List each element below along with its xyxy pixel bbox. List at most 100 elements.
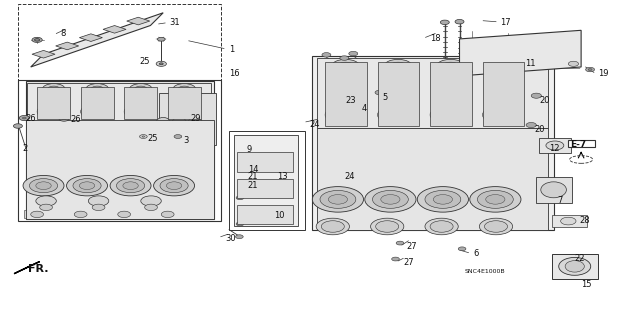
Text: 26: 26 <box>26 114 36 122</box>
Circle shape <box>384 59 412 73</box>
Ellipse shape <box>81 106 96 117</box>
Polygon shape <box>460 30 581 76</box>
Circle shape <box>252 208 278 221</box>
Circle shape <box>353 100 362 105</box>
Text: 31: 31 <box>170 19 180 27</box>
Bar <box>317 128 548 230</box>
Circle shape <box>141 196 161 206</box>
Ellipse shape <box>559 257 591 275</box>
Circle shape <box>174 135 182 138</box>
Circle shape <box>236 196 244 200</box>
Ellipse shape <box>504 108 523 122</box>
Polygon shape <box>31 13 163 67</box>
Circle shape <box>372 190 408 208</box>
Circle shape <box>19 115 29 121</box>
Bar <box>18 4 221 80</box>
Circle shape <box>259 211 271 218</box>
Bar <box>568 140 595 147</box>
Text: 16: 16 <box>229 69 240 78</box>
Text: 6: 6 <box>474 249 479 258</box>
Bar <box>155 210 180 218</box>
Circle shape <box>568 61 579 66</box>
Circle shape <box>425 218 458 235</box>
Text: 2: 2 <box>22 144 28 153</box>
Circle shape <box>371 218 404 235</box>
Circle shape <box>129 84 152 95</box>
Circle shape <box>588 69 592 70</box>
Text: 25: 25 <box>140 57 150 66</box>
Text: 24: 24 <box>344 172 355 181</box>
Ellipse shape <box>399 108 418 122</box>
Text: 10: 10 <box>274 211 284 220</box>
Text: 15: 15 <box>581 280 591 289</box>
Ellipse shape <box>37 106 52 117</box>
Circle shape <box>365 187 416 212</box>
Circle shape <box>159 63 163 65</box>
Text: 22: 22 <box>574 254 584 263</box>
Text: 17: 17 <box>500 18 511 27</box>
Circle shape <box>561 217 576 225</box>
Bar <box>237 205 293 224</box>
Circle shape <box>154 175 195 196</box>
Circle shape <box>116 179 145 193</box>
Circle shape <box>252 156 278 168</box>
Circle shape <box>13 124 22 128</box>
Circle shape <box>123 182 138 189</box>
Ellipse shape <box>124 106 140 117</box>
Circle shape <box>91 86 104 93</box>
Text: 13: 13 <box>277 172 288 181</box>
Text: 5: 5 <box>383 93 388 102</box>
Bar <box>111 210 137 218</box>
Ellipse shape <box>451 108 470 122</box>
Circle shape <box>430 221 453 232</box>
Bar <box>27 83 211 121</box>
Circle shape <box>376 221 399 232</box>
Polygon shape <box>103 26 126 33</box>
Circle shape <box>436 59 465 73</box>
Circle shape <box>390 62 406 70</box>
Circle shape <box>479 218 513 235</box>
Bar <box>539 138 571 153</box>
Circle shape <box>157 37 165 41</box>
Ellipse shape <box>346 108 365 122</box>
Circle shape <box>23 175 64 196</box>
Circle shape <box>47 86 60 93</box>
Circle shape <box>42 84 65 95</box>
Text: E-7: E-7 <box>570 140 587 149</box>
Circle shape <box>392 257 399 261</box>
Circle shape <box>29 179 58 193</box>
Text: 21: 21 <box>248 172 258 181</box>
Circle shape <box>531 93 541 98</box>
Circle shape <box>349 51 358 56</box>
Ellipse shape <box>140 106 155 117</box>
Circle shape <box>433 195 452 204</box>
Text: 9: 9 <box>246 145 252 154</box>
Circle shape <box>67 175 108 196</box>
Circle shape <box>316 218 349 235</box>
Circle shape <box>489 59 517 73</box>
Circle shape <box>161 211 174 218</box>
Bar <box>317 58 548 128</box>
Text: 29: 29 <box>191 114 201 123</box>
Circle shape <box>236 235 243 239</box>
Bar <box>24 210 50 218</box>
Bar <box>536 177 572 203</box>
Polygon shape <box>79 34 102 41</box>
Circle shape <box>79 182 95 189</box>
Text: 28: 28 <box>579 216 590 225</box>
Text: FR.: FR. <box>28 263 49 274</box>
Polygon shape <box>56 42 79 50</box>
Bar <box>18 80 221 221</box>
Circle shape <box>35 39 40 41</box>
Circle shape <box>118 211 131 218</box>
Text: 27: 27 <box>406 242 417 251</box>
Circle shape <box>166 182 182 189</box>
Circle shape <box>396 241 404 245</box>
Ellipse shape <box>325 108 344 122</box>
Ellipse shape <box>52 106 68 117</box>
Text: 30: 30 <box>225 234 236 243</box>
Circle shape <box>173 84 196 95</box>
Text: 3: 3 <box>184 136 189 145</box>
Circle shape <box>145 204 157 211</box>
Circle shape <box>381 195 400 204</box>
